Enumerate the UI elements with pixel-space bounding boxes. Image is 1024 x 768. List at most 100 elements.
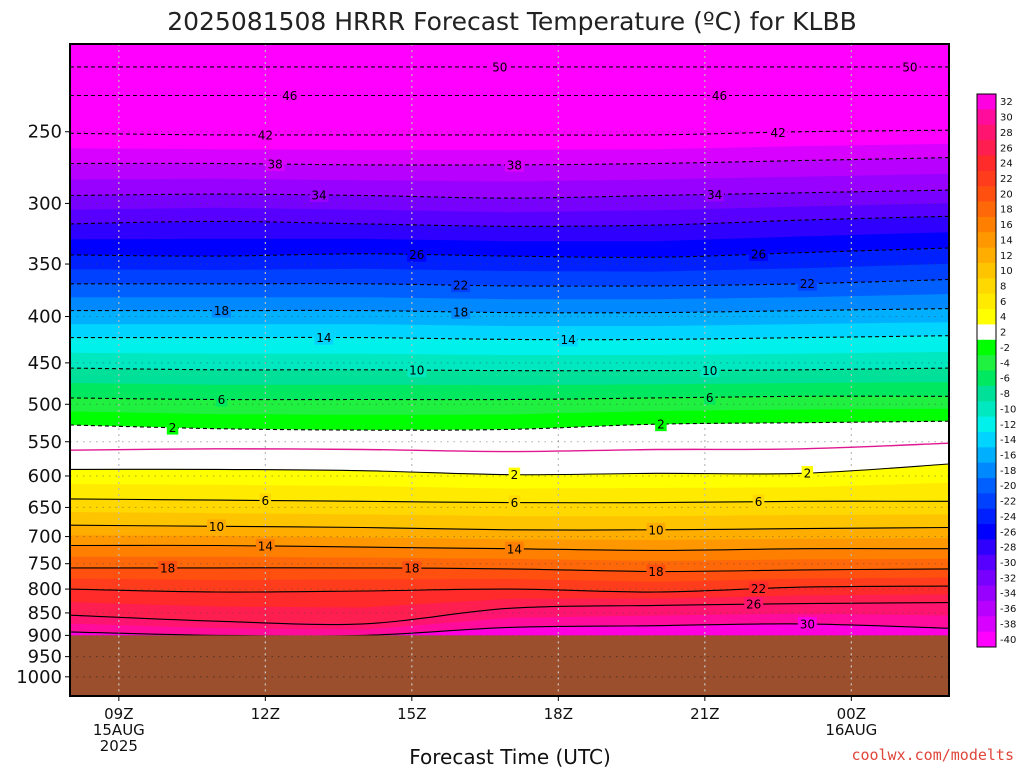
contour-label: 26 — [409, 248, 424, 262]
x-tick-label: 15AUG — [93, 721, 145, 739]
temperature-band — [70, 408, 949, 431]
contour-label-bg — [309, 188, 329, 203]
colorbar-label: -12 — [1000, 420, 1016, 431]
colorbar-cell — [977, 570, 996, 586]
temperature-band — [70, 294, 949, 314]
colorbar-label: -28 — [1000, 543, 1016, 554]
temperature-band — [70, 190, 949, 213]
contour-label: 22 — [751, 582, 766, 596]
colorbar-cell — [977, 416, 996, 433]
temperature-band — [70, 567, 949, 583]
colorbar-cell — [977, 554, 996, 571]
colorbar-cell — [977, 309, 996, 325]
contour-label-bg — [211, 303, 231, 318]
contour-label: 2 — [169, 421, 177, 435]
y-tick-label: 700 — [28, 527, 62, 548]
temperature-band — [70, 308, 949, 327]
contour-label-bg — [280, 88, 300, 103]
contour-label-bg — [709, 88, 729, 103]
colorbar-label: 24 — [1000, 159, 1013, 170]
contour-label: 14 — [507, 542, 522, 556]
contour-label: 10 — [702, 364, 717, 378]
colorbar-label: -6 — [1000, 374, 1010, 385]
contour-label-bg — [265, 157, 285, 172]
colorbar-label: -24 — [1000, 512, 1016, 523]
colorbar-cell — [977, 401, 996, 417]
colorbar-label: -40 — [1000, 635, 1016, 646]
colorbar-cell — [977, 232, 996, 249]
colorbar-cell — [977, 508, 996, 525]
temperature-band — [70, 351, 949, 372]
y-tick-label: 800 — [28, 579, 62, 600]
colorbar-label: -2 — [1000, 343, 1010, 354]
colorbar-cell — [977, 109, 996, 126]
contour-label: 42 — [770, 126, 785, 140]
colorbar-cell — [977, 370, 996, 387]
y-tick-label: 400 — [28, 307, 62, 328]
credit-text: coolwx.com/modelts — [851, 746, 1014, 764]
colorbar-label: 16 — [1000, 220, 1013, 231]
temperature-band — [70, 577, 949, 593]
x-tick-label: 16AUG — [825, 721, 877, 739]
colorbar-cell — [977, 539, 996, 556]
y-axis: 2503003504004505005506006507007508008509… — [16, 122, 70, 688]
contour-label-bg — [451, 304, 471, 319]
y-tick-label: 650 — [28, 497, 62, 518]
y-tick-label: 600 — [28, 466, 62, 487]
isotherm-26 — [70, 602, 949, 626]
contour-label-bg — [207, 519, 226, 534]
contour-label-bg — [490, 59, 510, 74]
temperature-bands — [70, 44, 949, 696]
colorbar-label: 18 — [1000, 205, 1013, 216]
contour-label-bg — [700, 363, 720, 378]
contour-label: 18 — [404, 562, 419, 576]
contour-label: 2 — [511, 468, 519, 482]
temperature-band — [70, 173, 949, 199]
temperature-band — [70, 81, 949, 97]
colorbar-label: -36 — [1000, 604, 1016, 615]
colorbar-cell — [977, 385, 996, 402]
colorbar-cell — [977, 631, 996, 648]
contour-label: 18 — [214, 304, 229, 318]
contour-label: 2 — [804, 467, 812, 481]
y-tick-label: 450 — [28, 353, 62, 374]
isotherm-18 — [70, 567, 949, 573]
x-tick-label: 18Z — [544, 705, 573, 723]
colorbar-cell — [977, 94, 996, 110]
colorbar-cell — [977, 293, 996, 310]
contour-label: 26 — [746, 598, 761, 612]
contour-label: 10 — [409, 364, 424, 378]
y-tick-label: 850 — [28, 603, 62, 624]
colorbar-cell — [977, 462, 996, 479]
colorbar-cell — [977, 431, 996, 448]
contour-label-bg — [801, 466, 814, 481]
colorbar-cell — [977, 600, 996, 617]
contour-label-bg — [255, 539, 275, 554]
y-tick-label: 350 — [28, 254, 62, 275]
colorbar-cell — [977, 170, 996, 187]
colorbar-frame — [976, 93, 997, 648]
colorbar-label: -32 — [1000, 573, 1016, 584]
contour-label: 14 — [258, 540, 273, 554]
contour-label: 18 — [648, 565, 663, 579]
colorbar-label: 30 — [1000, 113, 1013, 124]
contour-label: 26 — [751, 248, 766, 262]
contour-label-bg — [655, 417, 667, 432]
colorbar-label: -38 — [1000, 619, 1016, 630]
terrain-below-surface — [70, 635, 949, 696]
colorbar-cell — [977, 216, 996, 233]
y-tick-label: 250 — [28, 122, 62, 143]
contour-label-bg — [255, 127, 275, 142]
contour-label-bg — [797, 276, 817, 291]
temperature-band — [70, 143, 949, 166]
colorbar-cell — [977, 493, 996, 510]
contour-label-bg — [504, 541, 524, 556]
contour-label-bg — [407, 363, 427, 378]
colorbar-cell — [977, 155, 996, 172]
contour-label: 14 — [560, 333, 575, 347]
contour-label-bg — [558, 332, 578, 347]
temperature-band — [70, 203, 949, 227]
contour-label-bg — [407, 247, 427, 262]
contour-label-bg — [705, 187, 725, 202]
